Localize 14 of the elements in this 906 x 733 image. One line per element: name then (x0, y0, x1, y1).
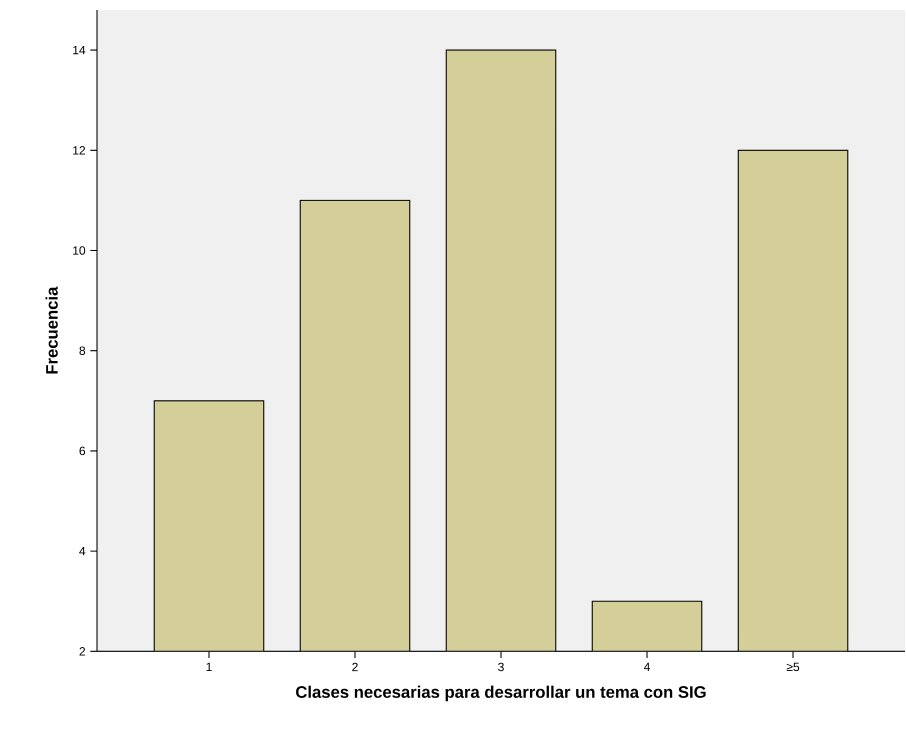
y-tick-label: 8 (79, 346, 86, 355)
x-tick-label: ≥5 (786, 662, 800, 672)
x-tick-label: 1 (206, 662, 212, 671)
x-tick-label: 3 (498, 662, 504, 672)
y-tick-label: 14 (73, 46, 86, 54)
x-axis-title: Clases necesarias para desarrollar un tema con SIG (296, 686, 706, 702)
y-tick-label: 12 (73, 146, 86, 154)
x-tick-label: 2 (352, 662, 358, 672)
y-tick-label: 4 (79, 546, 86, 556)
x-tick-label: 4 (644, 662, 650, 671)
y-tick-label: 2 (80, 647, 86, 656)
y-axis-title: Frecuencia (46, 286, 58, 374)
y-tick-label: 6 (80, 446, 86, 456)
y-tick-label: 10 (73, 246, 86, 255)
